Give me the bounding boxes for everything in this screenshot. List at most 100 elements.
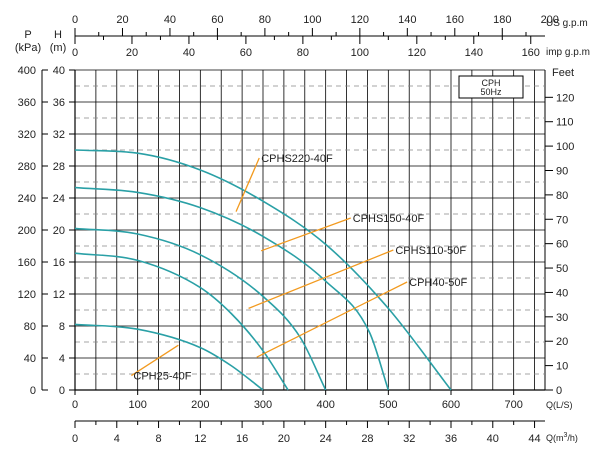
impgpm-tick-label: 140	[465, 47, 483, 59]
usgpm-tick-label: 60	[211, 14, 223, 26]
feet-tick-label: 0	[556, 385, 562, 397]
head-tick-label: 24	[53, 193, 65, 205]
m3h-tick-label: 16	[236, 433, 248, 445]
lps-tick-label: 300	[254, 399, 272, 411]
head-tick-label: 40	[53, 65, 65, 77]
head-tick-label: 28	[53, 161, 65, 173]
head-tick-label: 0	[59, 385, 65, 397]
impgpm-tick-label: 80	[297, 47, 309, 59]
pressure-tick-label: 320	[18, 129, 36, 141]
m3h-tick-label: 4	[114, 433, 120, 445]
leader-line	[131, 344, 179, 377]
m3h-tick-label: 12	[194, 433, 206, 445]
series-label: CPH25-40F	[133, 371, 191, 383]
series-label: CPH40-50F	[409, 277, 467, 289]
usgpm-tick-label: 200	[541, 14, 559, 26]
lps-tick-label: 100	[128, 399, 146, 411]
usgpm-tick-label: 120	[351, 14, 369, 26]
m3h-tick-label: 28	[361, 433, 373, 445]
m3h-tick-label: 0	[72, 433, 78, 445]
head-axis-unit: (m)	[50, 42, 67, 54]
m3h-tick-label: 8	[155, 433, 161, 445]
lps-axis-title: Q(L/S)	[546, 400, 573, 410]
m3h-tick-label: 36	[445, 433, 457, 445]
axes: 0408012016020024028032036040004812162024…	[15, 14, 590, 445]
feet-axis-title: Feet	[552, 67, 574, 79]
lps-tick-label: 200	[191, 399, 209, 411]
feet-tick-label: 50	[556, 263, 568, 275]
lps-tick-label: 600	[442, 399, 460, 411]
lps-tick-label: 0	[72, 399, 78, 411]
usgpm-tick-label: 20	[116, 14, 128, 26]
feet-tick-label: 120	[556, 92, 574, 104]
usgpm-tick-label: 180	[493, 14, 511, 26]
usgpm-tick-label: 100	[303, 14, 321, 26]
head-tick-label: 32	[53, 129, 65, 141]
lps-tick-label: 500	[379, 399, 397, 411]
head-tick-label: 20	[53, 225, 65, 237]
series-label: CPHS220-40F	[261, 153, 333, 165]
pressure-tick-label: 400	[18, 65, 36, 77]
impgpm-tick-label: 40	[183, 47, 195, 59]
pressure-tick-label: 120	[18, 289, 36, 301]
impgpm-tick-label: 0	[72, 47, 78, 59]
curve-cphs220-40f	[74, 149, 452, 391]
leader-line	[256, 281, 408, 358]
series-label: CPHS150-40F	[353, 213, 425, 225]
box-frame	[458, 75, 524, 99]
pressure-tick-label: 280	[18, 161, 36, 173]
impgpm-axis-title: imp g.p.m	[546, 47, 590, 58]
m3h-tick-label: 32	[403, 433, 415, 445]
head-tick-label: 8	[59, 321, 65, 333]
feet-tick-label: 30	[556, 312, 568, 324]
pressure-axis-title: P	[24, 29, 31, 41]
usgpm-axis-title: US g.p.m	[546, 18, 588, 29]
leader-line	[260, 217, 351, 252]
usgpm-tick-label: 140	[398, 14, 416, 26]
leader-line	[235, 157, 260, 212]
impgpm-tick-label: 120	[408, 47, 426, 59]
impgpm-tick-label: 100	[351, 47, 369, 59]
impgpm-tick-label: 20	[126, 47, 138, 59]
feet-tick-label: 90	[556, 165, 568, 177]
lps-tick-label: 400	[316, 399, 334, 411]
annotations: CPHS220-40F CPHS150-40F CPHS110-50F CPH40-5…	[131, 153, 467, 383]
head-tick-label: 16	[53, 257, 65, 269]
pressure-tick-label: 0	[30, 385, 36, 397]
pressure-tick-label: 40	[24, 353, 36, 365]
impgpm-tick-label: 160	[522, 47, 540, 59]
head-tick-label: 4	[59, 353, 65, 365]
leader-line	[248, 249, 394, 310]
usgpm-tick-label: 40	[164, 14, 176, 26]
pressure-tick-label: 360	[18, 97, 36, 109]
feet-tick-label: 100	[556, 141, 574, 153]
head-tick-label: 36	[53, 97, 65, 109]
feet-tick-label: 70	[556, 214, 568, 226]
box-line1: CPH	[481, 78, 500, 88]
feet-tick-label: 60	[556, 239, 568, 251]
grid	[75, 69, 546, 391]
m3h-axis-title: Q(m3/h)	[546, 432, 578, 443]
pressure-tick-label: 200	[18, 225, 36, 237]
impgpm-tick-label: 60	[240, 47, 252, 59]
pressure-tick-label: 240	[18, 193, 36, 205]
feet-tick-label: 10	[556, 361, 568, 373]
m3h-tick-label: 40	[487, 433, 499, 445]
m3h-tick-label: 20	[278, 433, 290, 445]
lps-tick-label: 700	[504, 399, 522, 411]
pressure-tick-label: 160	[18, 257, 36, 269]
pressure-tick-label: 80	[24, 321, 36, 333]
feet-tick-label: 80	[556, 190, 568, 202]
pressure-axis-unit: (kPa)	[15, 42, 41, 54]
m3h-tick-label: 24	[320, 433, 332, 445]
curve-cphs110-50f	[74, 227, 327, 391]
feet-tick-label: 110	[556, 117, 574, 129]
curve-cph40-50f	[74, 252, 289, 391]
m3h-tick-label: 44	[528, 433, 540, 445]
curve-cphs150-40f	[74, 186, 390, 391]
feet-tick-label: 40	[556, 287, 568, 299]
head-tick-label: 12	[53, 289, 65, 301]
series-label: CPHS110-50F	[395, 245, 466, 257]
